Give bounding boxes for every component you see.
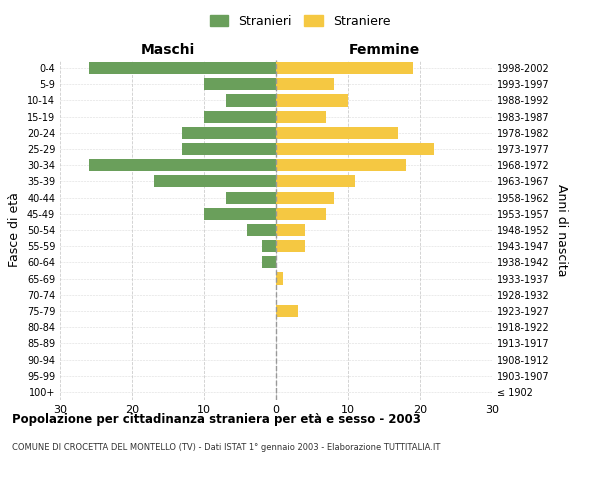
Bar	[182, 127, 276, 139]
Bar	[182, 143, 276, 155]
Bar	[247, 224, 276, 236]
Bar	[276, 62, 413, 74]
Bar	[204, 78, 276, 90]
Y-axis label: Fasce di età: Fasce di età	[8, 192, 21, 268]
Bar	[204, 110, 276, 122]
Bar	[276, 127, 398, 139]
Bar	[276, 176, 355, 188]
Text: Popolazione per cittadinanza straniera per età e sesso - 2003: Popolazione per cittadinanza straniera p…	[12, 412, 421, 426]
Bar	[276, 272, 283, 284]
Bar	[154, 176, 276, 188]
Bar	[276, 208, 326, 220]
Bar	[89, 159, 276, 172]
Bar	[276, 143, 434, 155]
Y-axis label: Anni di nascita: Anni di nascita	[555, 184, 568, 276]
Bar	[276, 110, 326, 122]
Text: Femmine: Femmine	[349, 43, 419, 57]
Legend: Stranieri, Straniere: Stranieri, Straniere	[206, 11, 394, 32]
Bar	[262, 240, 276, 252]
Text: Maschi: Maschi	[141, 43, 195, 57]
Bar	[262, 256, 276, 268]
Bar	[276, 192, 334, 203]
Bar	[276, 94, 348, 106]
Bar	[89, 62, 276, 74]
Bar	[276, 224, 305, 236]
Bar	[204, 208, 276, 220]
Bar	[226, 94, 276, 106]
Text: COMUNE DI CROCETTA DEL MONTELLO (TV) - Dati ISTAT 1° gennaio 2003 - Elaborazione: COMUNE DI CROCETTA DEL MONTELLO (TV) - D…	[12, 442, 440, 452]
Bar	[276, 159, 406, 172]
Bar	[276, 305, 298, 317]
Bar	[226, 192, 276, 203]
Bar	[276, 78, 334, 90]
Bar	[276, 240, 305, 252]
